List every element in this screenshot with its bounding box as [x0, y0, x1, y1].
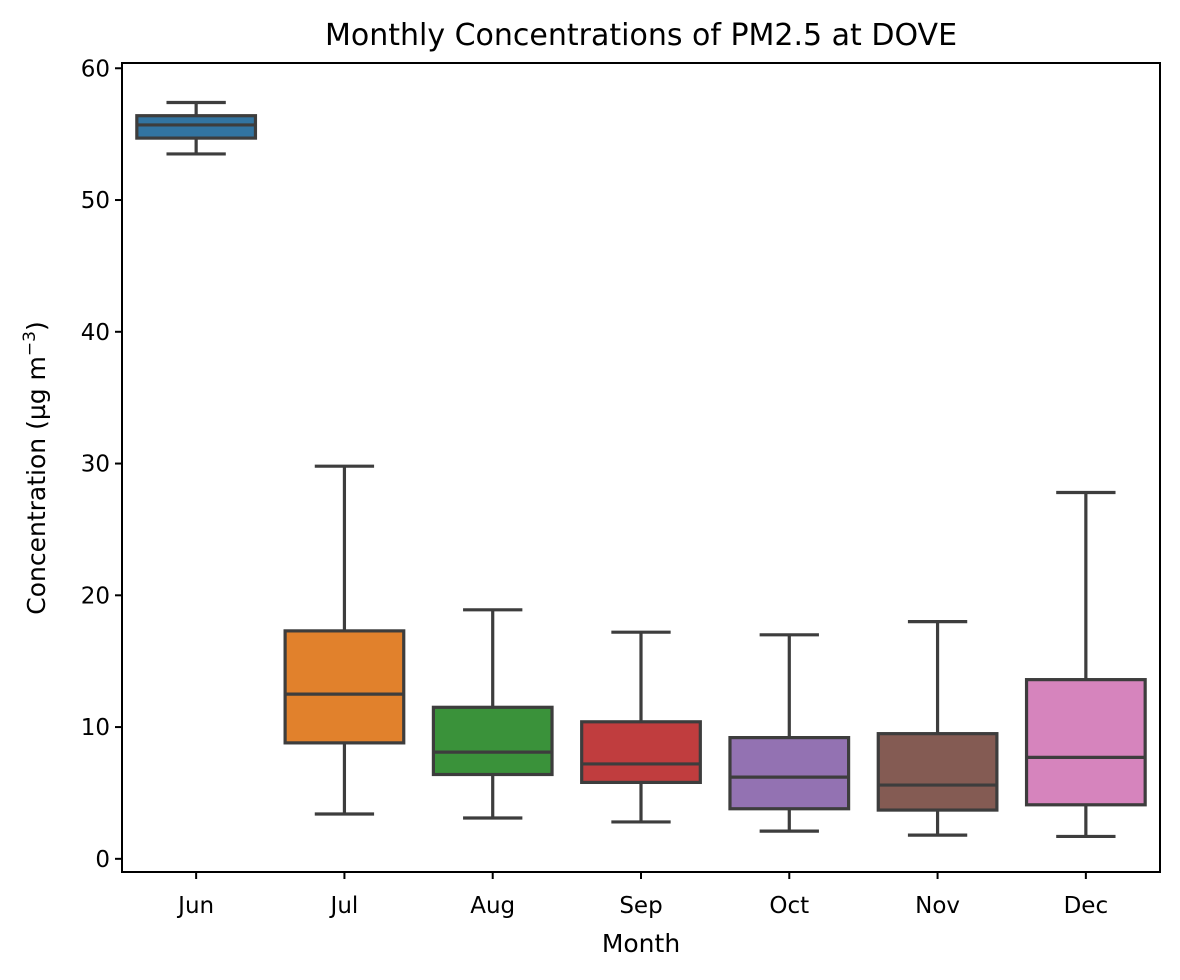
x-tick-label: Dec	[1064, 893, 1109, 919]
box-jun	[135, 100, 258, 156]
x-tick-label: Oct	[769, 893, 809, 919]
y-tick-label: 60	[81, 56, 110, 82]
x-tick-label: Jul	[329, 893, 359, 919]
y-axis-label: Concentration (µg m−3)	[20, 321, 51, 614]
x-tick-label: Sep	[619, 893, 662, 919]
y-axis-label-suffix: )	[22, 321, 51, 331]
plot-frame	[121, 62, 1161, 873]
x-tick-label: Aug	[470, 893, 515, 919]
box-series	[135, 100, 1147, 839]
box-aug	[431, 608, 554, 820]
y-tick-label: 50	[81, 188, 110, 214]
interquartile-box	[580, 720, 702, 785]
x-tick-label: Nov	[915, 893, 960, 919]
box-oct	[728, 633, 851, 833]
interquartile-box	[728, 736, 851, 811]
chart-title: Monthly Concentrations of PM2.5 at DOVE	[325, 18, 957, 53]
interquartile-box	[283, 629, 406, 745]
y-tick-label: 20	[81, 583, 110, 609]
x-axis: Jun Jul Aug Sep Oct Nov Dec	[176, 872, 1108, 919]
y-tick-label: 0	[95, 847, 110, 873]
x-axis-label: Month	[602, 929, 680, 958]
y-axis: 0 10 20 30 40 50 60	[81, 56, 122, 873]
y-axis-label-superscript: −3	[20, 331, 40, 356]
y-tick-label: 30	[81, 452, 110, 478]
x-tick-label: Jun	[176, 893, 214, 919]
y-tick-label: 10	[81, 715, 110, 741]
y-tick-label: 40	[81, 320, 110, 346]
y-axis-label-main: Concentration (µg m	[22, 356, 51, 615]
box-sep	[580, 630, 702, 824]
box-nov	[876, 620, 999, 837]
interquartile-box	[1024, 678, 1147, 807]
box-dec	[1024, 490, 1147, 839]
interquartile-box	[876, 732, 999, 812]
interquartile-box	[431, 705, 554, 777]
interquartile-box	[135, 114, 258, 140]
box-jul	[283, 464, 406, 816]
